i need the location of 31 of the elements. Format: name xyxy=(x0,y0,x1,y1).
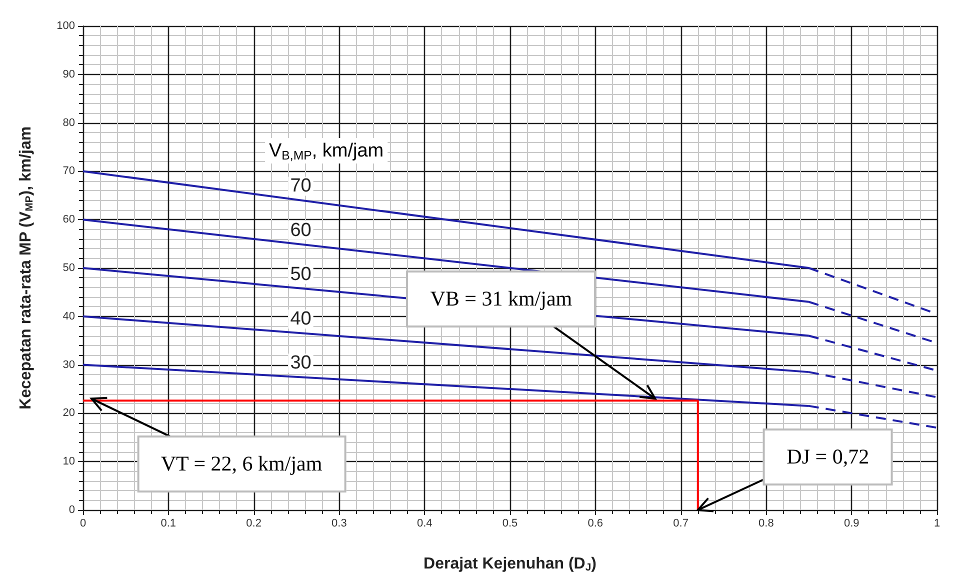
x-tick-label: 0.3 xyxy=(332,518,347,530)
y-tick-label: 20 xyxy=(62,407,75,420)
series-label: 30 xyxy=(290,352,312,374)
y-tick-label: 0 xyxy=(68,504,75,516)
x-tick-label: 0.5 xyxy=(502,518,518,530)
y-tick-label: 60 xyxy=(62,214,75,226)
y-tick-label: 40 xyxy=(62,310,75,322)
y-tick-label: 10 xyxy=(62,456,75,468)
y-tick-label: 80 xyxy=(62,116,75,129)
x-tick-label: 0.7 xyxy=(673,518,688,530)
series-label: 60 xyxy=(290,220,312,241)
y-tick-label: 90 xyxy=(62,68,75,80)
x-tick-label: 0.6 xyxy=(588,518,604,530)
x-tick-label: 0.1 xyxy=(160,518,176,530)
y-axis-title: Kecepatan rata-rata MP (VMP), km/jam xyxy=(18,126,36,410)
x-tick-label: 1 xyxy=(934,518,940,530)
y-tick-label: 50 xyxy=(62,262,75,274)
x-tick-label: 0.9 xyxy=(844,518,860,530)
annotation: VT = 22, 6 km/jam xyxy=(136,435,346,492)
y-tick-label: 70 xyxy=(62,165,75,178)
y-tick-label: 100 xyxy=(56,20,75,32)
series-label: 70 xyxy=(290,176,312,197)
x-tick-label: 0.2 xyxy=(246,518,262,530)
x-tick-label: 0.4 xyxy=(416,518,432,530)
annotation: VB = 31 km/jam xyxy=(406,270,596,328)
series-label: 50 xyxy=(290,264,312,285)
series-label: 40 xyxy=(290,308,312,330)
y-tick-label: 30 xyxy=(62,358,75,371)
x-tick-label: 0 xyxy=(80,518,86,530)
annotation: DJ = 0,72 xyxy=(762,428,894,486)
x-tick-label: 0.8 xyxy=(758,518,774,530)
